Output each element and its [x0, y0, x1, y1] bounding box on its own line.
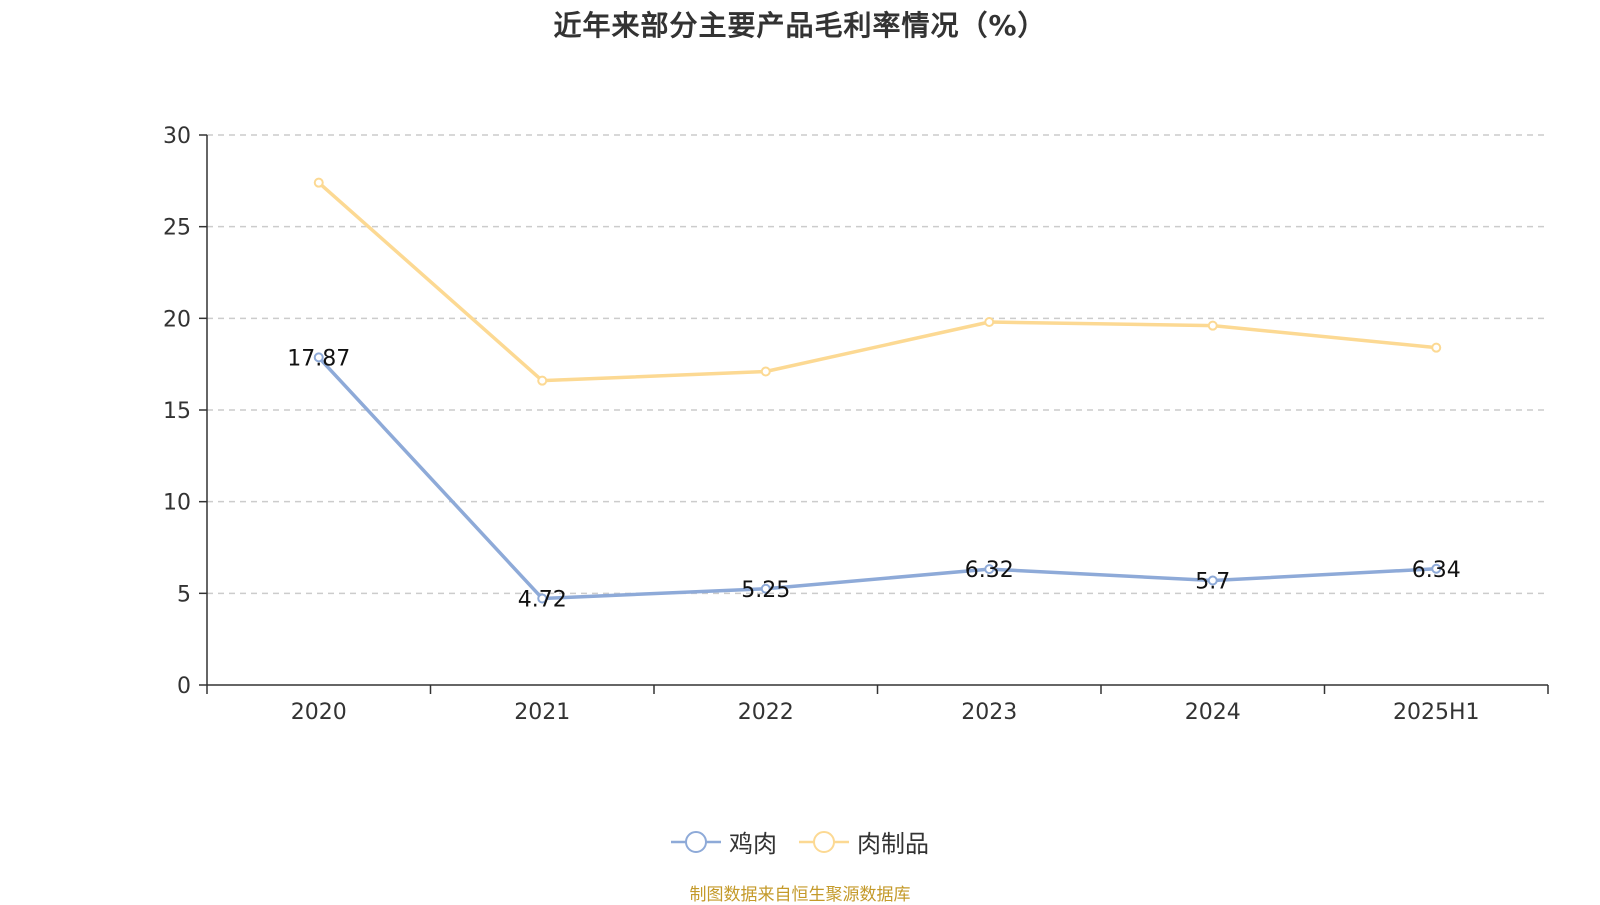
- data-label: 5.7: [1195, 570, 1230, 595]
- data-label: 4.72: [518, 587, 567, 612]
- y-tick-label: 30: [163, 124, 191, 149]
- series-line: [317, 181, 1437, 383]
- y-tick-label: 25: [163, 216, 191, 241]
- legend-label: 鸡肉: [729, 830, 777, 858]
- data-labels: 17.87 4.72 5.25 6.32 5.7 6.34: [287, 346, 1460, 612]
- series-lines: [313, 177, 1442, 604]
- series-line: [317, 356, 1437, 601]
- legend-line-circle-icon: [799, 830, 849, 853]
- series-point: [1207, 575, 1218, 586]
- series-point: [1431, 563, 1442, 574]
- y-tick-label: 10: [163, 491, 191, 516]
- data-label: 6.32: [965, 558, 1014, 583]
- x-tick-label: 2024: [1185, 700, 1241, 725]
- source-note: 制图数据来自恒生聚源数据库: [689, 885, 911, 905]
- series-point: [984, 317, 995, 327]
- axes: 0 5 10 15 20 25 30 2020 2021 2022 2023 2024 2025H1: [163, 124, 1549, 725]
- legend-item-chicken[interactable]: 鸡肉: [671, 824, 777, 859]
- data-label: 17.87: [287, 346, 350, 371]
- x-tick-label: 2025H1: [1393, 700, 1480, 725]
- x-tick-label: 2022: [738, 700, 794, 725]
- legend-item-meat-products[interactable]: 肉制品: [799, 824, 929, 859]
- x-tick-label: 2020: [291, 700, 347, 725]
- legend-line-circle-icon: [671, 830, 721, 853]
- grid-lines: [207, 134, 1548, 595]
- series-point: [760, 366, 771, 377]
- series-point: [537, 593, 548, 604]
- x-tick-label: 2023: [961, 700, 1017, 725]
- y-tick-label: 0: [177, 674, 191, 699]
- series-point: [313, 177, 324, 188]
- series-point: [313, 352, 324, 363]
- y-tick-label: 15: [163, 399, 191, 424]
- chart-title: 近年来部分主要产品毛利率情况（%）: [553, 9, 1047, 42]
- series-point: [1207, 320, 1218, 331]
- series-point: [760, 583, 771, 594]
- data-label: 5.25: [741, 578, 790, 603]
- series-point: [1431, 342, 1442, 353]
- y-tick-label: 20: [163, 307, 191, 332]
- data-label: 6.34: [1412, 558, 1461, 583]
- legend: 鸡肉 肉制品: [0, 824, 1600, 859]
- legend-label: 肉制品: [857, 830, 929, 858]
- series-point: [984, 564, 995, 575]
- y-tick-label: 5: [177, 582, 191, 607]
- x-tick-label: 2021: [514, 700, 570, 725]
- series-point: [537, 375, 548, 386]
